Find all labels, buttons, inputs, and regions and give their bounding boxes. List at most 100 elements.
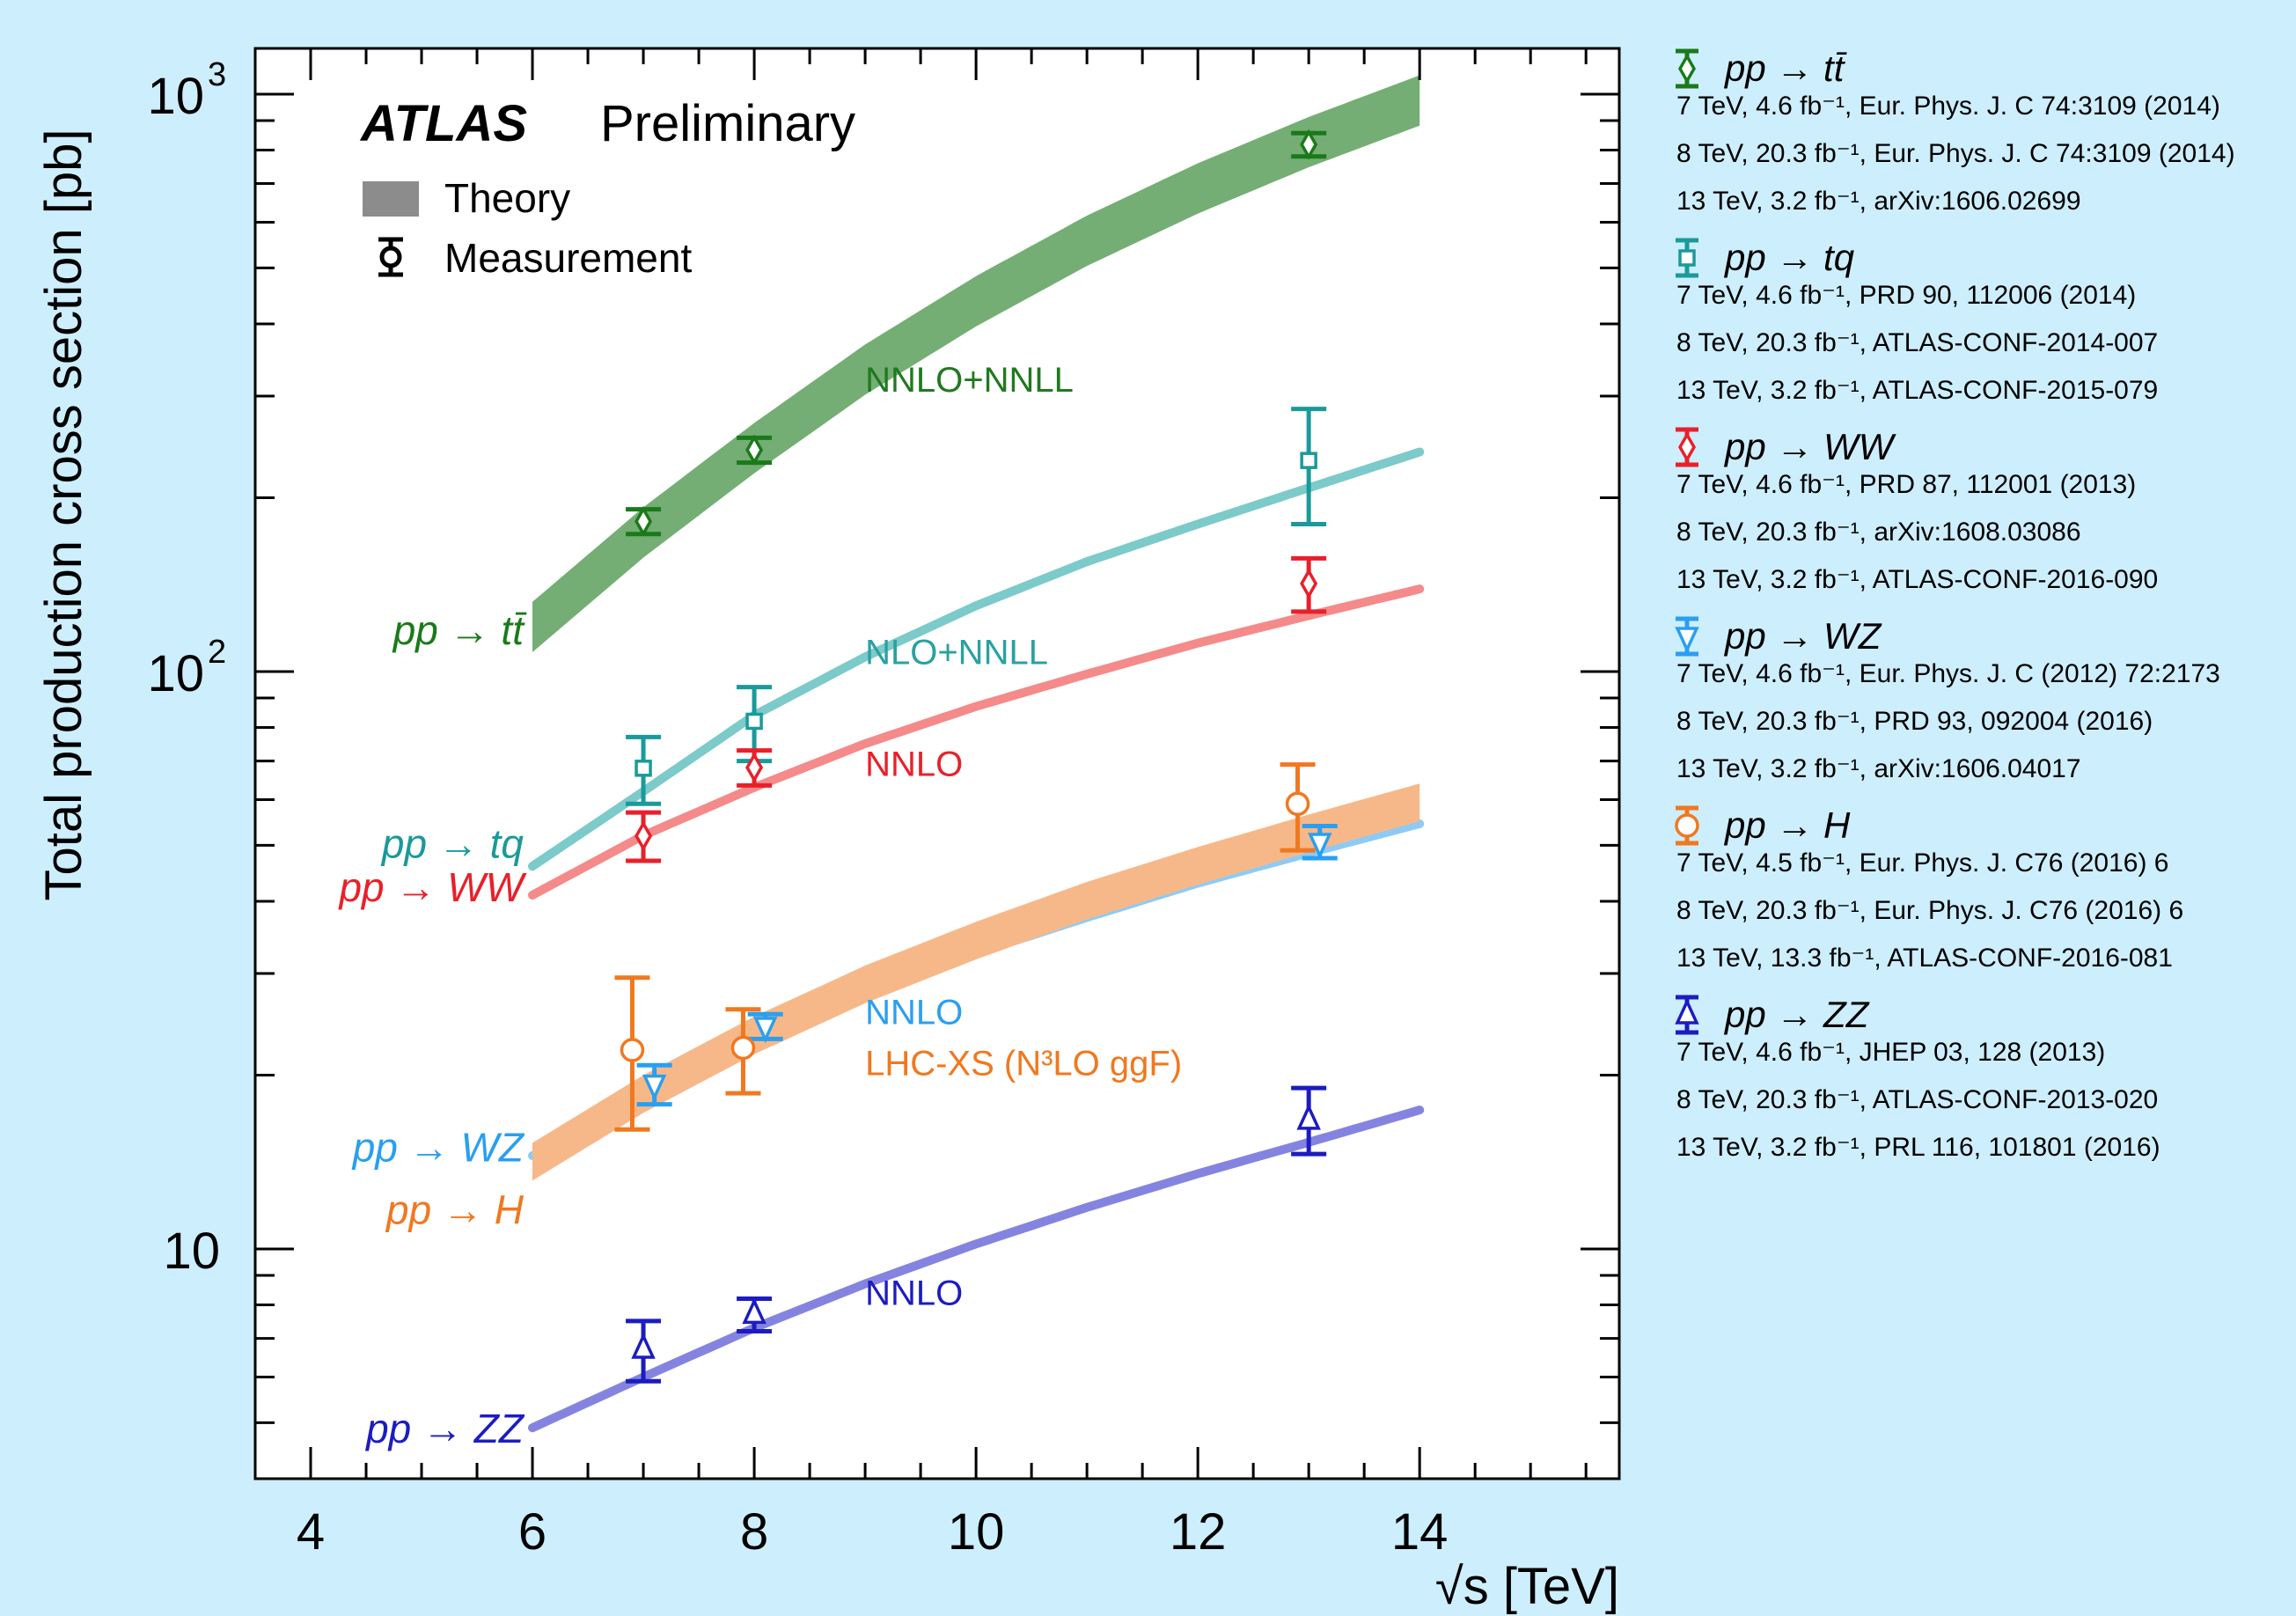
theory-label-0: NNLO+NNLL xyxy=(865,361,1074,400)
theory-key-swatch xyxy=(363,181,419,217)
y-tick-label: 10 xyxy=(147,645,204,702)
theory-key-label: Theory xyxy=(444,175,570,221)
atlas-label: ATLAS xyxy=(359,95,527,152)
legend-series-name: pp → ZZ xyxy=(1723,994,1870,1035)
marker-diamond xyxy=(1300,129,1318,160)
measurement-key-label: Measurement xyxy=(444,235,692,281)
legend-entry-3: pp → WZ7 TeV, 4.6 fb⁻¹, Eur. Phys. J. C … xyxy=(1675,615,2220,783)
plot-frame-background xyxy=(255,48,1619,1479)
data-point-3-2 xyxy=(1302,823,1338,861)
y-tick-label: 10 xyxy=(163,1223,220,1280)
theory-band-0 xyxy=(532,75,1420,652)
legend-entry-4: pp → H7 TeV, 4.5 fb⁻¹, Eur. Phys. J. C76… xyxy=(1675,804,2183,973)
theory-curve-1 xyxy=(528,447,1425,871)
legend-reference: 13 TeV, 13.3 fb⁻¹, ATLAS-CONF-2016-081 xyxy=(1676,944,2173,973)
y-tick-exponent: 3 xyxy=(208,56,226,93)
marker-diamond xyxy=(635,505,653,537)
legend-reference: 7 TeV, 4.5 fb⁻¹, Eur. Phys. J. C76 (2016… xyxy=(1676,848,2168,878)
preliminary-label: Preliminary xyxy=(600,95,855,152)
legend-reference: 8 TeV, 20.3 fb⁻¹, ATLAS-CONF-2013-020 xyxy=(1676,1085,2158,1114)
legend-reference: 13 TeV, 3.2 fb⁻¹, arXiv:1606.04017 xyxy=(1676,754,2081,783)
legend-marker xyxy=(1677,53,1697,84)
legend-reference: 13 TeV, 3.2 fb⁻¹, PRL 116, 101801 (2016) xyxy=(1676,1133,2160,1162)
legend: pp → tt̄ 7 TeV, 4.6 fb⁻¹, Eur. Phys. J. C… xyxy=(1675,48,2235,1162)
legend-reference: 13 TeV, 3.2 fb⁻¹, ATLAS-CONF-2016-090 xyxy=(1676,565,2158,594)
theory-label-3: NNLO xyxy=(865,994,963,1032)
marker-triangle-up xyxy=(1296,1103,1321,1130)
legend-entry-0: pp → tt̄ 7 TeV, 4.6 fb⁻¹, Eur. Phys. J. C… xyxy=(1676,48,2235,216)
legend-reference: 13 TeV, 3.2 fb⁻¹, ATLAS-CONF-2015-079 xyxy=(1676,376,2158,405)
legend-marker xyxy=(1675,813,1699,838)
x-tick-label: 14 xyxy=(1391,1503,1449,1561)
y-tick-exponent: 2 xyxy=(208,634,226,671)
marker-diamond xyxy=(745,434,764,466)
theory-label-5: NNLO xyxy=(865,1274,963,1313)
legend-reference: 8 TeV, 20.3 fb⁻¹, ATLAS-CONF-2014-007 xyxy=(1676,328,2158,357)
series-label-3: pp → WZ xyxy=(351,1124,525,1170)
legend-reference: 8 TeV, 20.3 fb⁻¹, Eur. Phys. J. C76 (201… xyxy=(1676,896,2183,925)
legend-marker xyxy=(1677,431,1697,463)
data-point-0-1 xyxy=(737,434,773,466)
theory-curve-2 xyxy=(528,584,1425,900)
legend-reference: 7 TeV, 4.6 fb⁻¹, PRD 87, 112001 (2013) xyxy=(1676,470,2136,499)
data-point-4-1 xyxy=(725,1007,761,1096)
legend-entry-1: pp → tq 7 TeV, 4.6 fb⁻¹, PRD 90, 112006 (… xyxy=(1676,237,2158,405)
theory-label-2: NNLO xyxy=(865,745,963,783)
marker-triangle-down xyxy=(642,1074,667,1101)
marker-square xyxy=(635,760,652,777)
legend-reference: 7 TeV, 4.6 fb⁻¹, JHEP 03, 128 (2013) xyxy=(1676,1038,2105,1067)
marker-diamond xyxy=(745,752,764,783)
theory-label-4: LHC-XS (N³LO ggF) xyxy=(865,1044,1182,1083)
x-tick-label: 12 xyxy=(1170,1503,1227,1561)
data-point-5-1 xyxy=(737,1296,773,1334)
series-label-2: pp → WW xyxy=(337,864,527,910)
marker-triangle-up xyxy=(631,1332,656,1359)
plot-frame xyxy=(253,47,1621,1480)
data-point-0-0 xyxy=(626,505,662,537)
legend-series-name: pp → WW xyxy=(1723,426,1896,467)
x-tick-label: 6 xyxy=(518,1503,546,1561)
legend-series-name: pp → tq xyxy=(1723,237,1855,278)
data-point-2-0 xyxy=(626,810,662,863)
plot-area: NNLO+NNLL NLO+NNLL NNLO NNLO LHC-XS (N³LO gg… xyxy=(337,75,1425,1451)
marker-square xyxy=(1300,452,1317,469)
legend-reference: 13 TeV, 3.2 fb⁻¹, arXiv:1606.02699 xyxy=(1676,187,2081,216)
data-point-1-0 xyxy=(626,734,662,806)
data-point-2-1 xyxy=(737,748,773,788)
marker-diamond xyxy=(1300,568,1318,599)
legend-reference: 8 TeV, 20.3 fb⁻¹, PRD 93, 092004 (2016) xyxy=(1676,707,2153,736)
series-label-0: pp → tt̄ xyxy=(392,607,527,653)
marker-diamond xyxy=(635,820,653,852)
x-axis-label: √s [TeV] xyxy=(1435,1558,1619,1615)
theory-label-1: NLO+NNLL xyxy=(865,634,1048,672)
marker-circle xyxy=(1285,791,1310,817)
series-label-5: pp → ZZ xyxy=(364,1406,525,1451)
marker-circle xyxy=(620,1038,645,1062)
legend-marker xyxy=(1678,249,1696,267)
theory-band-4 xyxy=(532,783,1420,1181)
data-point-3-0 xyxy=(636,1062,672,1107)
legend-reference: 8 TeV, 20.3 fb⁻¹, arXiv:1608.03086 xyxy=(1676,518,2081,547)
x-tick-label: 8 xyxy=(740,1503,768,1561)
data-point-0-2 xyxy=(1291,129,1327,160)
marker-circle xyxy=(730,1035,756,1061)
legend-series-name: pp → H xyxy=(1723,804,1851,846)
legend-marker xyxy=(1675,627,1699,654)
legend-entry-2: pp → WW 7 TeV, 4.6 fb⁻¹, PRD 87, 112001 (… xyxy=(1676,426,2158,594)
legend-reference: 7 TeV, 4.6 fb⁻¹, Eur. Phys. J. C (2012) … xyxy=(1676,659,2220,688)
legend-marker xyxy=(1675,997,1699,1025)
y-tick-label: 10 xyxy=(147,68,204,125)
legend-reference: 8 TeV, 20.3 fb⁻¹, Eur. Phys. J. C 74:310… xyxy=(1676,139,2235,168)
legend-reference: 7 TeV, 4.6 fb⁻¹, PRD 90, 112006 (2014) xyxy=(1676,281,2136,310)
marker-triangle-down xyxy=(752,1017,778,1044)
legend-series-name: pp → tt̄ xyxy=(1723,48,1847,89)
legend-series-name: pp → WZ xyxy=(1723,615,1882,657)
y-axis-label: Total production cross section [pb] xyxy=(35,129,92,901)
marker-square xyxy=(745,712,763,731)
data-point-1-2 xyxy=(1291,407,1327,526)
data-point-5-0 xyxy=(626,1319,662,1384)
theory-curve-5 xyxy=(528,1105,1425,1433)
data-point-3-1 xyxy=(747,1011,783,1044)
